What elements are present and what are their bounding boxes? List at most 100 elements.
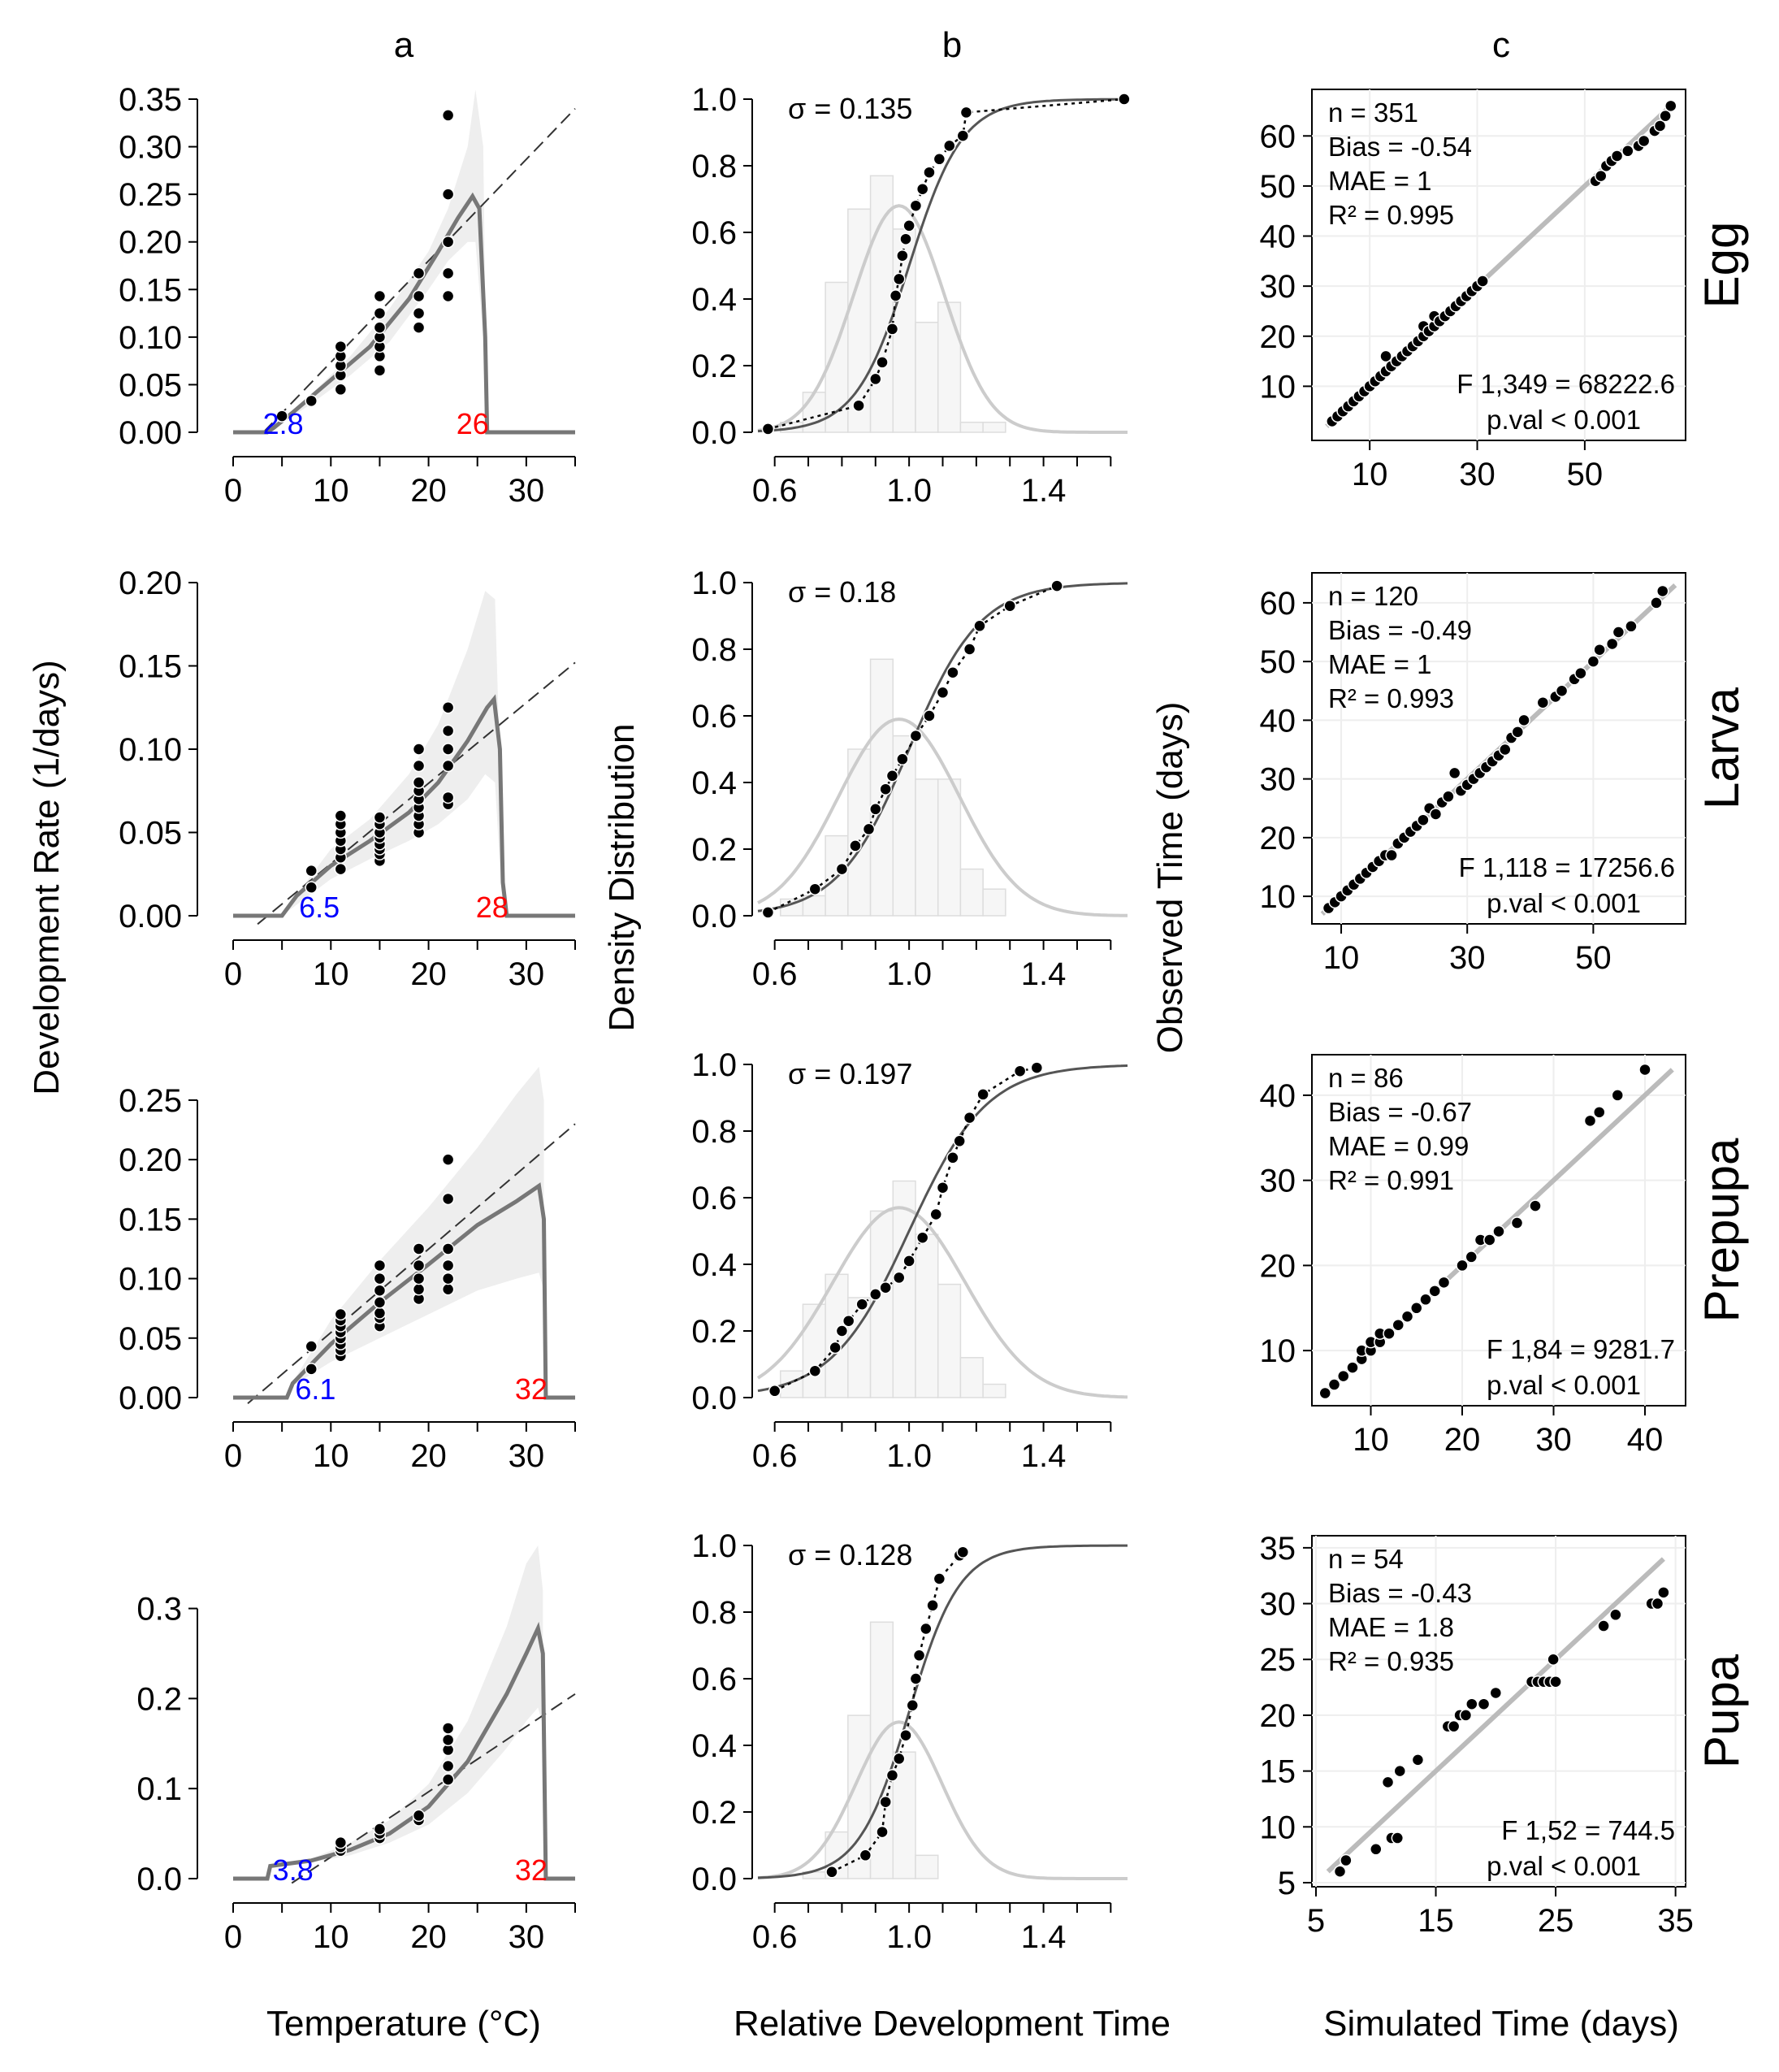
ecdf-point <box>902 219 915 232</box>
mae-label: MAE = 1 <box>1328 166 1431 196</box>
ecdf-point <box>923 709 936 722</box>
data-point <box>1638 1063 1651 1077</box>
y-tick-label: 10 <box>1260 369 1296 405</box>
n-label: n = 54 <box>1328 1544 1404 1574</box>
data-point <box>441 759 455 773</box>
y-tick-label: 0.20 <box>119 566 182 601</box>
data-point <box>1612 626 1625 639</box>
data-point <box>1499 743 1512 756</box>
histogram-bar <box>937 1283 962 1398</box>
ecdf-point <box>902 1255 915 1268</box>
y-axis-label-density-distribution: Density Distribution <box>602 723 642 1031</box>
sigma-label: σ = 0.128 <box>788 1538 912 1571</box>
y-tick-label: 1.0 <box>691 566 737 601</box>
x-tick-label: 25 <box>1538 1903 1574 1939</box>
data-point <box>1417 813 1430 826</box>
data-point <box>1657 1586 1670 1599</box>
histogram-bar <box>802 1303 826 1398</box>
x-tick-label: 0 <box>224 956 242 992</box>
ecdf-point <box>953 1134 966 1148</box>
lower-threshold-label: 6.1 <box>295 1372 335 1406</box>
ecdf-point <box>889 289 902 302</box>
f-statistic-label: F 1,52 = 744.5 <box>1501 1815 1675 1845</box>
ecdf-point <box>849 839 862 852</box>
x-tick-label: 15 <box>1418 1903 1454 1939</box>
y-tick-label: 0.10 <box>119 1262 182 1298</box>
data-point <box>1448 766 1461 780</box>
data-point <box>373 321 387 334</box>
ecdf-point <box>906 1699 920 1712</box>
density-distribution-plot: 0.0 0.2 0.4 0.6 0.8 1.0 0.6 1.0 1.4 σ = 0.18 <box>691 566 1128 992</box>
p-value-label: p.val < 0.001 <box>1487 405 1641 435</box>
x-tick-label: 0.6 <box>752 1438 798 1474</box>
ecdf-point <box>808 882 822 895</box>
x-tick-label: 1.4 <box>1021 473 1067 509</box>
y-tick-label: 0.20 <box>119 225 182 261</box>
bias-label: Bias = -0.67 <box>1328 1097 1472 1127</box>
y-tick-label: 0.4 <box>691 1728 737 1764</box>
ecdf-point <box>920 1622 933 1636</box>
ecdf-point <box>879 1795 892 1809</box>
data-point <box>1597 1619 1610 1632</box>
data-point <box>441 1722 455 1735</box>
data-point <box>441 791 455 804</box>
y-tick-label: 40 <box>1260 219 1296 255</box>
upper-threshold-label: 28 <box>476 891 509 924</box>
data-point <box>373 1272 387 1285</box>
n-label: n = 351 <box>1328 98 1418 128</box>
y-tick-label: 0.00 <box>119 415 182 451</box>
data-point <box>412 1242 426 1255</box>
data-point <box>1609 1608 1622 1622</box>
y-tick-label: 1.0 <box>691 1528 737 1564</box>
lower-threshold-label: 2.8 <box>263 407 304 440</box>
data-point <box>441 109 455 122</box>
x-tick-label: 0 <box>224 473 242 509</box>
data-point <box>334 809 348 822</box>
data-point <box>441 724 455 738</box>
ecdf-point <box>936 1181 950 1194</box>
n-label: n = 120 <box>1328 581 1418 611</box>
confidence-band <box>274 89 487 429</box>
data-point <box>412 1809 426 1823</box>
y-tick-label: 20 <box>1260 319 1296 355</box>
p-value-label: p.val < 0.001 <box>1487 1851 1641 1881</box>
observed-vs-simulated-plot: 5 10 15 20 25 30 35 5 15 25 35 n = 54 Bias = -0.43 MA… <box>1260 1531 1750 1939</box>
ecdf-point <box>885 1769 899 1782</box>
ecdf-point <box>879 782 892 795</box>
data-point <box>1594 169 1608 183</box>
data-point <box>1385 848 1398 862</box>
ecdf-point <box>835 862 849 876</box>
bias-label: Bias = -0.43 <box>1328 1578 1472 1608</box>
data-point <box>412 1272 426 1285</box>
upper-threshold-label: 32 <box>515 1853 548 1887</box>
x-tick-label: 0 <box>224 1438 242 1474</box>
x-tick-label: 40 <box>1627 1422 1664 1458</box>
lower-threshold-label: 6.5 <box>299 891 340 924</box>
panel-row-pupa: 0.0 0.1 0.2 0.3 0 10 20 30 3.8 32 0.0 0.2 0.4 0.6 0.8 1… <box>136 1528 1749 1955</box>
panel-grid: 0.000.050.100.150.200.250.300.350 10 20 302… <box>119 82 1749 1955</box>
data-point <box>1492 1225 1505 1238</box>
y-tick-label: 0.6 <box>691 1181 737 1216</box>
f-statistic-label: F 1,349 = 68222.6 <box>1457 369 1675 399</box>
y-tick-label: 0.2 <box>691 832 737 868</box>
histogram-bar <box>982 1383 1006 1398</box>
ecdf-point <box>1118 93 1131 106</box>
data-point <box>1593 1106 1606 1119</box>
data-point <box>1659 109 1672 123</box>
ecdf-point <box>959 106 973 119</box>
confidence-band <box>270 1545 543 1867</box>
data-point <box>1574 666 1587 680</box>
y-tick-label: 25 <box>1260 1642 1296 1678</box>
ecdf-point <box>899 1728 912 1742</box>
y-tick-label: 10 <box>1260 1810 1296 1845</box>
ecdf-point <box>879 1281 892 1294</box>
data-point <box>1653 119 1667 132</box>
x-tick-label: 0.6 <box>752 1919 798 1955</box>
data-point <box>1400 1310 1414 1323</box>
data-point <box>1346 1361 1359 1374</box>
panel-row-egg: 0.00 0.05 0.10 0.15 0.20 0.25 0.30 0.35 0 10 20 30 2… <box>119 82 1749 509</box>
y-tick-label: 0.15 <box>119 1202 182 1238</box>
stage-label: Pupa <box>1695 1654 1749 1768</box>
x-axis-label-simulated-time: Simulated Time (days) <box>1323 2004 1679 2044</box>
y-tick-label: 0.35 <box>119 82 182 118</box>
